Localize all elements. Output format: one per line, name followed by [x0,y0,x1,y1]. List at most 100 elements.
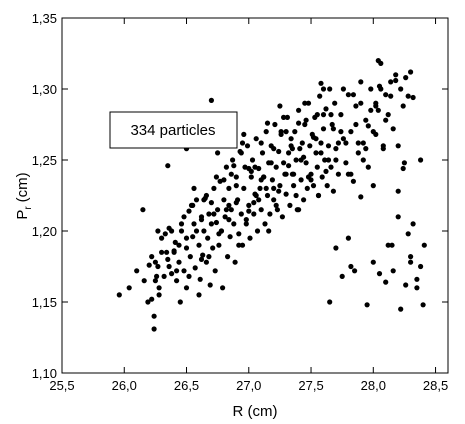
data-point [358,194,364,200]
data-point [301,154,307,160]
data-point [330,126,336,132]
data-point [284,114,290,120]
data-point [283,171,289,177]
data-point [390,268,396,274]
plot-frame [61,17,449,374]
x-tick-label: 26,5 [174,378,199,393]
data-point [403,282,409,288]
data-point [320,112,327,118]
data-point [228,171,234,177]
data-point [176,242,182,248]
data-point [327,86,333,92]
data-point [191,185,197,191]
data-point [161,273,167,279]
data-point [169,228,175,234]
data-point [141,278,147,284]
data-point [319,174,325,180]
data-point [277,183,283,189]
data-point [193,197,200,203]
data-point [159,249,165,255]
x-tick-label: 26,0 [112,378,137,393]
data-point [418,263,424,270]
data-point [273,164,279,170]
y-axis-label-group: Pr (cm) [14,172,34,219]
data-point [268,160,274,166]
data-point [190,202,196,208]
data-point [165,256,171,262]
data-point [335,171,341,177]
data-point [213,174,219,180]
data-point [410,94,416,101]
data-point [145,299,151,305]
data-point [231,221,237,227]
data-point [228,207,234,213]
data-point [385,112,391,118]
x-tick-label: 28,5 [423,378,448,393]
data-point [363,117,369,123]
data-point [151,313,157,319]
data-point [181,214,187,220]
data-point [398,306,404,312]
data-point [296,120,302,126]
data-point [271,185,277,191]
data-point [317,93,323,99]
data-point [262,221,268,227]
data-point [201,197,207,203]
data-point [241,131,247,137]
data-point [345,235,351,241]
data-point [186,273,192,279]
data-point [200,252,206,258]
data-point [305,174,312,180]
data-point [350,92,356,98]
data-point [236,242,242,248]
data-point [149,254,155,260]
data-point [310,183,317,189]
data-point [350,178,356,184]
y-axis-label-subscript: r [23,206,34,210]
data-point [205,235,211,241]
data-point [320,126,327,132]
data-point [395,214,401,220]
data-point [186,208,192,214]
data-point [252,164,258,170]
data-point [301,197,307,203]
data-point [243,217,249,223]
data-point [171,249,177,255]
data-point [408,254,414,260]
data-point [223,164,229,170]
data-point [333,146,339,152]
data-point [400,103,406,109]
data-point [223,207,229,213]
data-point [385,242,391,248]
x-tick-label: 25,5 [49,378,74,393]
data-point [253,192,259,199]
data-point [376,271,383,277]
data-point [343,140,349,146]
data-point [126,285,132,291]
data-point [183,245,190,251]
data-point [380,143,386,149]
data-point [296,107,302,113]
data-point [174,278,180,284]
data-point [383,279,389,285]
data-point [389,242,395,248]
data-point [322,157,328,163]
data-point [208,221,214,227]
data-point [318,80,324,86]
x-axis-ticks: 25,5 26,0 26,5 27,0 27,5 28,0 28,5 [49,18,448,393]
data-point [418,157,424,163]
data-point [296,207,302,213]
data-point [203,192,209,199]
data-point [338,112,344,118]
data-point [408,69,414,75]
data-point [358,100,364,106]
data-point [330,188,336,194]
data-point [246,208,252,214]
data-point [263,185,269,191]
data-point [291,183,297,189]
data-point [302,100,308,106]
data-point [191,221,197,227]
data-point [259,150,266,156]
data-point [323,168,329,174]
data-point [388,93,394,99]
